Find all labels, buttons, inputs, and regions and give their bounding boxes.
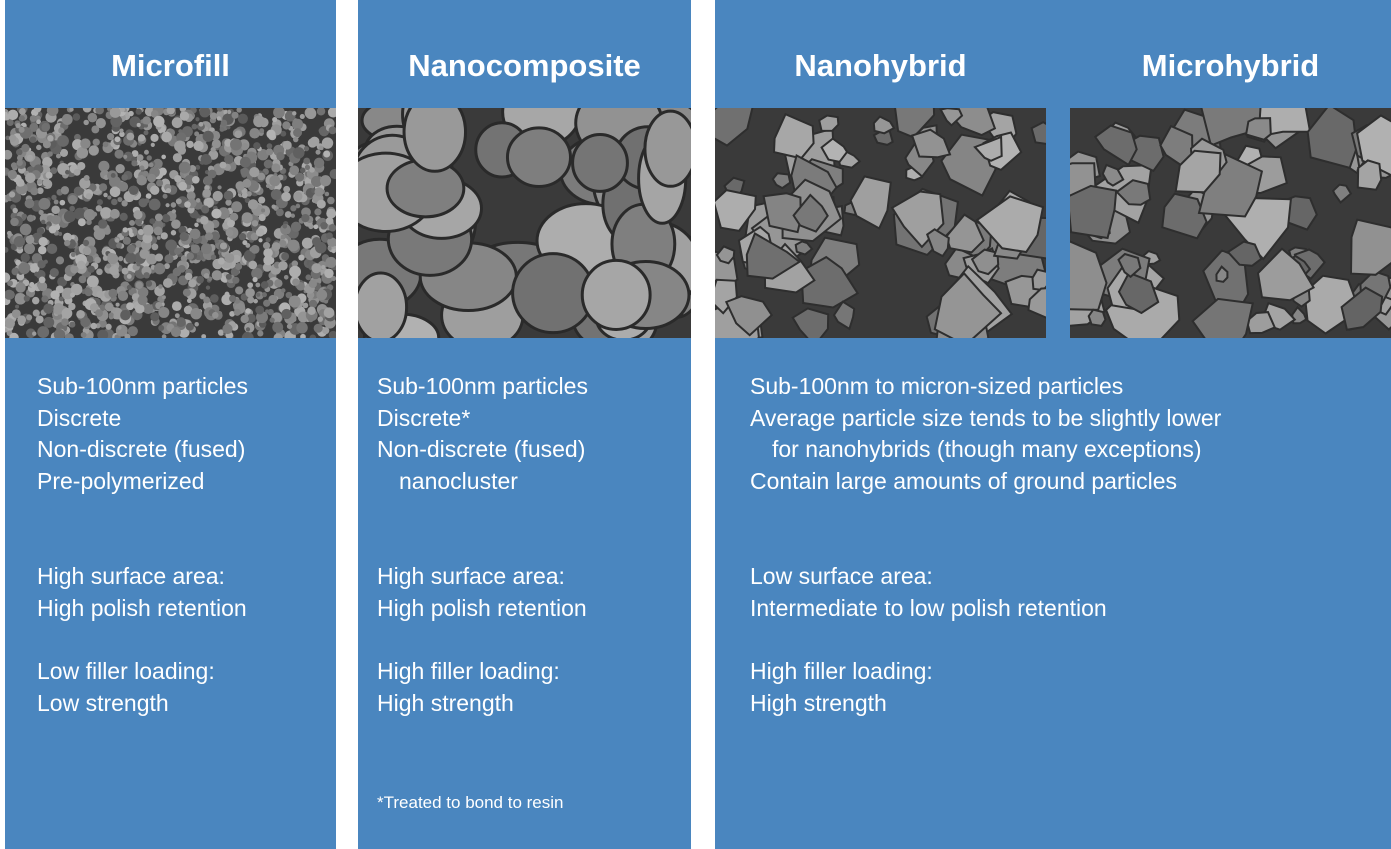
text-line: Discrete* xyxy=(377,404,471,431)
text-line: Low strength xyxy=(37,689,169,716)
text-line: High polish retention xyxy=(377,594,587,621)
text-group: Sub-100nm particles Discrete Non-discret… xyxy=(37,371,248,498)
text-line: Non-discrete (fused) xyxy=(377,436,586,463)
text-group: High surface area: High polish retention xyxy=(37,561,247,624)
panel-header: Nanohybrid xyxy=(794,48,967,83)
footnote: *Treated to bond to resin xyxy=(377,793,564,812)
text-line: Discrete xyxy=(37,404,122,431)
text-group: Sub-100nm to micron-sized particles Aver… xyxy=(750,371,1221,498)
text-line: Pre-polymerized xyxy=(37,468,205,495)
text-line: High surface area: xyxy=(37,563,225,589)
sem-image xyxy=(1070,108,1391,338)
text-group: High filler loading: High strength xyxy=(377,656,560,719)
text-line: Intermediate to low polish retention xyxy=(750,594,1107,621)
text-line: Sub-100nm to micron-sized particles xyxy=(750,373,1124,399)
sem-image xyxy=(5,108,336,338)
text-line: Contain large amounts of ground particle… xyxy=(750,468,1178,495)
panel-header: Microfill xyxy=(111,48,230,83)
text-group: Sub-100nm particles Discrete* Non-discre… xyxy=(377,371,588,498)
text-group: Low surface area: Intermediate to low po… xyxy=(750,561,1107,624)
panel-header: Microhybrid xyxy=(1141,48,1320,83)
text-line: High strength xyxy=(377,689,514,716)
text-line: Sub-100nm particles xyxy=(37,373,248,399)
text-line: High strength xyxy=(750,689,887,716)
text-line: for nanohybrids (though many exceptions) xyxy=(772,436,1202,463)
panel-header: Nanocomposite xyxy=(408,48,641,83)
sem-image xyxy=(715,108,1046,338)
text-line: High polish retention xyxy=(37,594,247,621)
text-group: High surface area: High polish retention xyxy=(377,561,587,624)
text-line: Non-discrete (fused) xyxy=(37,436,246,463)
text-line: High filler loading: xyxy=(750,658,933,684)
sem-image xyxy=(358,108,691,338)
text-line: Low surface area: xyxy=(750,563,933,589)
text-group: Low filler loading: Low strength xyxy=(37,656,215,719)
text-line: High filler loading: xyxy=(377,658,560,684)
text-line: Low filler loading: xyxy=(37,658,215,684)
text-group: High filler loading: High strength xyxy=(750,656,933,719)
text-line: nanocluster xyxy=(399,468,518,495)
text-line: Sub-100nm particles xyxy=(377,373,588,399)
text-line: High surface area: xyxy=(377,563,565,589)
text-line: Average particle size tends to be slight… xyxy=(750,404,1222,431)
